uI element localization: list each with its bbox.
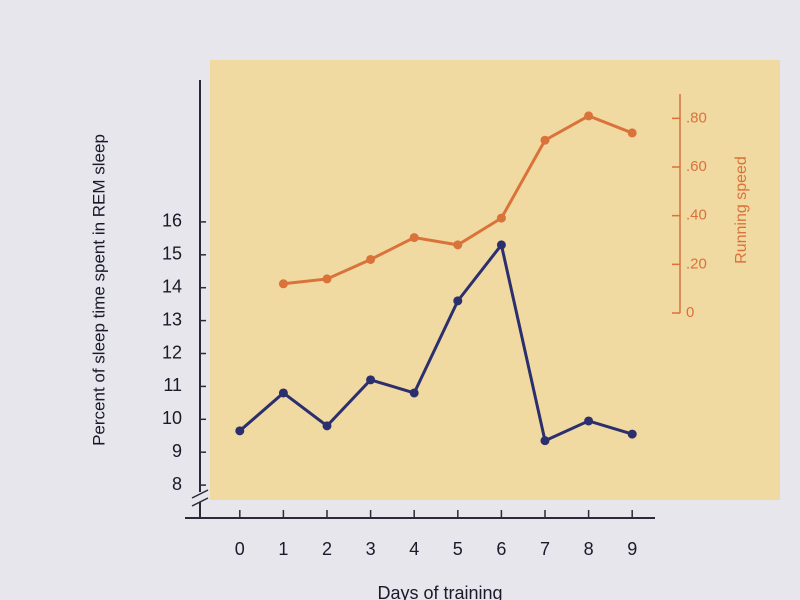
data-point	[235, 426, 245, 436]
data-point	[627, 429, 637, 439]
data-point	[409, 388, 419, 398]
y-tick-label: 8	[172, 474, 182, 494]
y-tick-label: 16	[162, 211, 182, 231]
x-tick-label: 4	[409, 539, 419, 559]
data-point	[322, 274, 332, 284]
y-tick-label: 13	[162, 309, 182, 329]
data-point	[366, 375, 376, 385]
data-point	[496, 240, 506, 250]
y2-tick-label: .80	[686, 109, 707, 126]
axis-break	[191, 489, 209, 499]
data-point	[627, 128, 637, 138]
data-point	[496, 213, 506, 223]
y-tick-label: 10	[162, 408, 182, 428]
x-axis-label: Days of training	[377, 583, 502, 600]
data-point	[278, 388, 288, 398]
x-tick-label: 6	[496, 539, 506, 559]
y-tick-label: 11	[163, 375, 182, 395]
x-tick-label: 5	[453, 539, 463, 559]
y2-tick-label: .20	[686, 255, 707, 272]
data-point	[453, 240, 463, 250]
y-tick-label: 12	[162, 342, 182, 362]
x-tick-label: 9	[627, 539, 637, 559]
y-tick-label: 9	[172, 441, 182, 461]
series-line	[238, 241, 633, 443]
x-tick-label: 1	[278, 539, 288, 559]
data-point	[453, 296, 463, 306]
data-point	[584, 111, 594, 121]
x-tick-label: 7	[540, 539, 550, 559]
x-tick-label: 3	[366, 539, 376, 559]
y-tick-label: 14	[162, 276, 182, 296]
data-point	[278, 279, 288, 289]
x-tick-label: 8	[584, 539, 594, 559]
data-point	[540, 135, 550, 145]
y-axis-label: Percent of sleep time spent in REM sleep	[89, 134, 108, 446]
data-point	[322, 421, 332, 431]
y2-tick-label: .40	[686, 207, 707, 224]
data-point	[409, 233, 419, 243]
x-tick-label: 0	[235, 539, 245, 559]
data-point	[584, 416, 594, 426]
y2-axis-label: Running speed	[733, 156, 750, 264]
y2-tick-label: 0	[686, 304, 694, 321]
y2-tick-label: .60	[686, 158, 707, 175]
x-tick-label: 2	[322, 539, 332, 559]
y-tick-label: 15	[162, 244, 182, 264]
data-point	[366, 254, 376, 264]
data-point	[540, 436, 550, 446]
